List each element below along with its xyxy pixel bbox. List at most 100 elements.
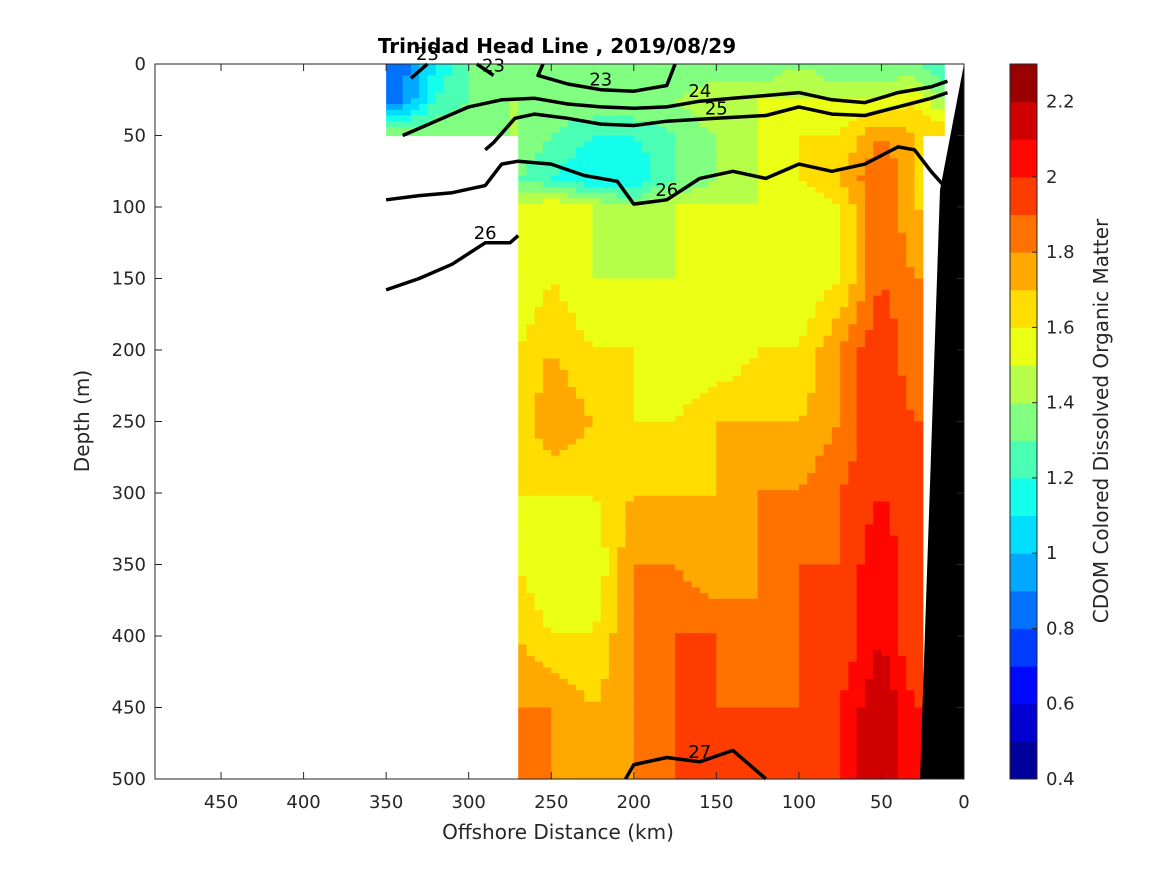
field-cell <box>600 455 610 463</box>
field-cell <box>881 221 891 228</box>
field-cell <box>567 387 577 394</box>
field-cell <box>897 484 907 491</box>
field-cell <box>708 152 717 159</box>
field-cell <box>699 490 709 497</box>
field-cell <box>889 318 899 325</box>
field-cell <box>790 398 800 405</box>
field-cell <box>633 575 643 583</box>
field-cell <box>873 507 883 514</box>
field-cell <box>716 467 726 474</box>
field-cell <box>741 278 750 285</box>
field-cell <box>749 341 759 348</box>
field-cell <box>757 221 767 228</box>
field-cell <box>658 364 668 371</box>
field-cell <box>864 141 874 148</box>
field-cell <box>658 421 668 428</box>
field-cell <box>600 558 610 566</box>
field-cell <box>873 278 883 285</box>
field-cell <box>658 415 668 423</box>
field-cell <box>716 301 726 308</box>
field-cell <box>914 312 924 320</box>
field-cell <box>642 381 651 388</box>
field-cell <box>592 404 602 411</box>
field-cell <box>642 455 651 463</box>
field-cell <box>551 375 561 383</box>
field-cell <box>584 152 594 159</box>
field-cell <box>798 244 808 251</box>
field-cell <box>699 75 709 82</box>
field-cell <box>848 324 858 331</box>
field-cell <box>782 495 792 503</box>
field-cell <box>576 301 585 308</box>
field-cell <box>518 267 528 274</box>
field-cell <box>675 575 684 583</box>
field-cell <box>683 570 693 577</box>
field-cell <box>625 352 635 360</box>
field-cell <box>873 347 883 354</box>
field-cell <box>749 152 759 159</box>
field-cell <box>782 364 792 371</box>
field-cell <box>642 558 651 566</box>
field-cell <box>386 121 395 128</box>
field-cell <box>609 415 618 423</box>
field-cell <box>741 432 750 440</box>
field-cell <box>642 301 651 308</box>
field-cell <box>815 507 825 514</box>
field-cell <box>873 209 883 217</box>
field-cell <box>592 461 602 468</box>
field-cell <box>774 227 783 234</box>
field-cell <box>642 92 651 99</box>
field-cell <box>642 221 651 228</box>
field-cell <box>815 209 825 217</box>
field-cell <box>650 244 660 251</box>
field-cell <box>782 581 792 588</box>
field-cell <box>782 272 792 280</box>
field-cell <box>815 238 825 245</box>
field-cell <box>600 186 610 194</box>
field-cell <box>551 335 561 343</box>
field-cell <box>823 547 833 554</box>
field-cell <box>864 175 874 182</box>
field-cell <box>675 490 684 497</box>
field-cell <box>807 347 817 354</box>
field-cell <box>798 169 808 177</box>
field-cell <box>782 181 792 188</box>
field-cell <box>790 238 800 245</box>
field-cell <box>864 192 874 200</box>
field-cell <box>840 126 850 134</box>
field-cell <box>856 524 866 531</box>
field-cell <box>840 524 850 531</box>
field-cell <box>823 558 833 566</box>
field-cell <box>864 335 874 343</box>
field-cell <box>798 490 808 497</box>
field-cell <box>856 289 866 297</box>
field-cell <box>807 587 817 594</box>
field-cell <box>691 381 701 388</box>
field-cell <box>732 135 742 142</box>
field-cell <box>732 513 742 520</box>
field-cell <box>815 126 825 134</box>
field-cell <box>394 98 404 105</box>
field-cell <box>807 244 817 251</box>
field-cell <box>765 158 775 165</box>
field-cell <box>534 221 544 228</box>
field-cell <box>633 472 643 480</box>
field-cell <box>617 204 627 211</box>
field-cell <box>897 490 907 497</box>
field-cell <box>559 547 569 554</box>
field-cell <box>815 455 825 463</box>
field-cell <box>526 318 536 325</box>
field-cell <box>765 221 775 228</box>
field-cell <box>856 495 866 503</box>
field-cell <box>542 553 552 560</box>
field-cell <box>897 312 907 320</box>
field-cell <box>873 421 883 428</box>
field-cell <box>518 570 528 577</box>
field-cell <box>518 204 528 211</box>
field-cell <box>592 284 602 291</box>
field-cell <box>675 444 684 451</box>
field-cell <box>873 432 883 440</box>
field-cell <box>633 587 643 594</box>
field-cell <box>691 92 701 99</box>
field-cell <box>765 261 775 268</box>
